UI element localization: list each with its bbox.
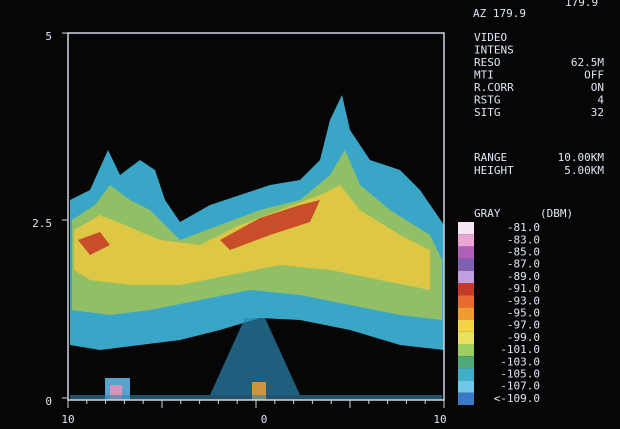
scale-swatch — [458, 381, 474, 393]
setting-label: INTENS — [474, 44, 514, 57]
scale-swatch — [458, 246, 474, 258]
scale-swatch — [458, 356, 474, 368]
range-value: 10.00KM — [558, 151, 605, 164]
x-axis-label: 0 — [261, 413, 268, 426]
height-value: 5.00KM — [564, 164, 604, 177]
scale-label: -103.0 — [500, 355, 540, 368]
scale-swatch — [458, 259, 474, 271]
setting-label: R.CORR — [474, 81, 514, 94]
y-axis-label: 0 — [45, 395, 52, 408]
scale-label: -101.0 — [500, 343, 540, 356]
scale-label: -99.0 — [507, 331, 540, 344]
setting-label: MTI — [474, 69, 494, 82]
setting-value: 32 — [591, 106, 604, 119]
x-axis-label: 10 — [61, 413, 74, 426]
scale-label: -87.0 — [507, 258, 540, 271]
scale-swatch — [458, 393, 474, 405]
scale-label: -91.0 — [507, 282, 540, 295]
scale-label: -81.0 — [507, 221, 540, 234]
scale-swatch — [458, 234, 474, 246]
scale-label: -89.0 — [507, 270, 540, 283]
setting-label: VIDEO — [474, 31, 507, 44]
scale-label: -95.0 — [507, 307, 540, 320]
setting-value: 62.5M — [571, 56, 604, 69]
radar-display: 179.9 AZ 179.9 VIDEOINTENSRESO 62.5M MTI OFF R… — [0, 0, 620, 429]
scale-label: -93.0 — [507, 294, 540, 307]
scale-label: <-109.0 — [494, 392, 540, 405]
scale-swatch — [458, 271, 474, 283]
scale-label: -97.0 — [507, 319, 540, 332]
scale-swatch — [458, 307, 474, 319]
scale-swatch — [458, 222, 474, 234]
scale-label: -105.0 — [500, 368, 540, 381]
scale-title: GRAY — [474, 207, 501, 220]
setting-value: ON — [591, 81, 604, 94]
x-axis-label: 10 — [433, 413, 446, 426]
scale-swatch — [458, 320, 474, 332]
scale-unit: (DBM) — [540, 207, 573, 220]
y-axis-label: 2.5 — [32, 217, 52, 230]
setting-value: OFF — [584, 69, 604, 82]
color-scale — [458, 222, 474, 405]
setting-label: RESO — [474, 56, 501, 69]
scale-swatch — [458, 332, 474, 344]
azimuth: AZ 179.9 — [473, 7, 526, 20]
scale-swatch — [458, 283, 474, 295]
scale-label: -83.0 — [507, 233, 540, 246]
status-partial: 179.9 — [565, 0, 598, 9]
scale-swatch — [458, 295, 474, 307]
setting-value: 4 — [597, 94, 604, 107]
scale-swatch — [458, 368, 474, 380]
height-label: HEIGHT — [474, 164, 514, 177]
scale-swatch — [458, 344, 474, 356]
scale-label: -85.0 — [507, 246, 540, 259]
scale-label: -107.0 — [500, 380, 540, 393]
setting-label: SITG — [474, 106, 501, 119]
range-label: RANGE — [474, 151, 507, 164]
setting-label: RSTG — [474, 94, 501, 107]
y-axis-label: 5 — [45, 30, 52, 43]
